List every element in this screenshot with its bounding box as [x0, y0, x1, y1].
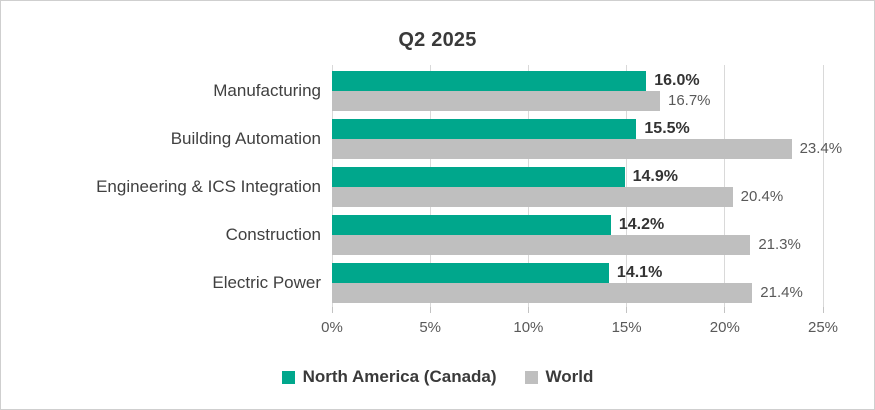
legend-swatch-green-icon [281, 370, 295, 384]
data-label-north-america: 14.2% [618, 216, 665, 233]
gridline-20% [724, 65, 726, 307]
category-label-construction: Construction [225, 225, 321, 244]
x-axis-label-0%: 0% [321, 319, 343, 336]
legend: North America (Canada) World [1, 367, 874, 387]
data-label-north-america: 14.1% [616, 264, 663, 281]
bar-world [332, 187, 733, 207]
axis-tick-25% [822, 307, 824, 313]
axis-tick-15% [626, 307, 628, 313]
x-axis-label-10%: 10% [513, 319, 544, 336]
data-label-world: 21.3% [758, 236, 801, 253]
axis-tick-0% [331, 307, 333, 313]
category-label-building-automation: Building Automation [170, 129, 321, 148]
axis-tick-20% [724, 307, 726, 313]
bar-world [332, 91, 660, 111]
legend-label-world: World [545, 367, 594, 386]
data-label-north-america: 14.9% [632, 168, 678, 185]
category-axis: Manufacturing Building Automation Engineer… [1, 65, 332, 307]
bar-north-america [332, 71, 647, 91]
bar-group-building-automation: 15.5% 23.4% [332, 119, 842, 159]
data-label-north-america: 16.0% [654, 72, 700, 89]
legend-label-north-america-canada: North America (Canada) [302, 367, 497, 386]
bar-group-electric-power: 14.1% 21.4% [332, 263, 823, 303]
category-label-engineering-ics-integration: Engineering & ICS Integration [96, 177, 321, 196]
bar-north-america [332, 119, 637, 139]
x-axis-label-15%: 15% [611, 319, 642, 336]
gridline-15% [626, 65, 628, 307]
data-label-world: 23.4% [799, 140, 843, 157]
bar-north-america [332, 167, 625, 187]
gridline-25% [822, 65, 824, 307]
x-axis-label-20%: 20% [709, 319, 740, 336]
x-axis-label-25%: 25% [807, 319, 839, 336]
bar-north-america [332, 263, 609, 283]
axis-tick-10% [527, 307, 529, 313]
category-label-manufacturing: Manufacturing [213, 81, 321, 100]
x-axis-label-5%: 5% [419, 319, 442, 336]
plot-area: 16.0% 16.7% 15.5% 23.4% 14.9% 20.4% 14.2% 21.3%… [331, 65, 842, 307]
category-label-electric-power: Electric Power [212, 273, 321, 292]
bar-group-manufacturing: 16.0% 16.7% [332, 71, 823, 111]
bar-world [332, 139, 792, 159]
legend-item-north-america-canada: North America (Canada) [281, 367, 497, 387]
plot-wrap: 16.0% 16.7% 15.5% 23.4% 14.9% 20.4% 14.2% 21.3%… [321, 65, 842, 336]
data-label-world: 20.4% [740, 188, 784, 205]
bar-group-construction: 14.2% 21.3% [332, 215, 823, 255]
data-label-world: 16.7% [667, 92, 711, 109]
bar-north-america [332, 215, 611, 235]
bar-world [332, 283, 753, 303]
legend-item-world: World [524, 367, 594, 387]
bar-group-engineering-ics-integration: 14.9% 20.4% [332, 167, 823, 207]
axis-tick-5% [429, 307, 431, 313]
bar-world [332, 235, 751, 255]
chart-body: Manufacturing Building Automation Engineer… [1, 65, 874, 336]
data-label-world: 21.4% [760, 284, 803, 301]
legend-swatch-gray-icon [524, 370, 538, 384]
data-label-north-america: 15.5% [644, 120, 690, 137]
chart-title: Q2 2025 [398, 29, 477, 51]
